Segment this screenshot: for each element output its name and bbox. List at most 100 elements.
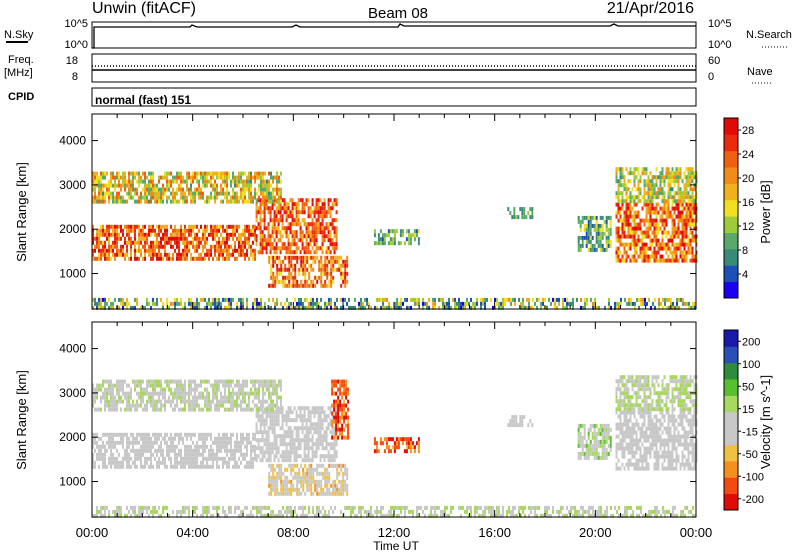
data-cell xyxy=(259,218,262,223)
data-cell xyxy=(287,458,290,463)
data-cell xyxy=(128,403,130,408)
data-cell xyxy=(266,387,268,392)
data-cell xyxy=(321,226,324,231)
data-cell xyxy=(691,210,694,215)
data-cell xyxy=(100,252,102,257)
data-cell xyxy=(222,224,224,229)
data-cell xyxy=(296,471,299,476)
data-cell xyxy=(138,228,140,233)
data-cell xyxy=(214,387,216,392)
data-cell xyxy=(643,230,646,235)
data-cell xyxy=(593,243,596,248)
data-cell xyxy=(204,179,206,184)
data-cell xyxy=(323,418,326,423)
data-cell xyxy=(522,301,524,306)
data-cell xyxy=(282,283,285,288)
data-cell xyxy=(294,463,297,468)
data-cell xyxy=(92,179,94,184)
data-cell xyxy=(180,387,182,392)
data-cell xyxy=(261,218,264,223)
data-cell xyxy=(300,463,303,468)
data-cell xyxy=(313,230,316,235)
data-cell xyxy=(607,235,610,240)
data-cell xyxy=(128,460,130,465)
data-cell xyxy=(310,467,313,472)
data-cell xyxy=(653,250,656,255)
data-cell xyxy=(258,395,260,400)
data-cell xyxy=(294,271,297,276)
data-cell xyxy=(242,191,244,196)
data-cell xyxy=(297,246,300,251)
data-cell xyxy=(307,438,310,443)
data-cell xyxy=(174,240,176,245)
data-cell xyxy=(647,179,650,184)
data-cell xyxy=(128,383,130,388)
data-cell xyxy=(683,246,686,251)
data-cell xyxy=(689,238,692,243)
data-cell xyxy=(168,456,170,461)
data-cell xyxy=(296,305,298,310)
y-tick-label: 3000 xyxy=(59,178,86,192)
data-cell xyxy=(136,407,138,412)
data-cell xyxy=(272,275,275,280)
data-cell xyxy=(275,434,278,439)
data-cell xyxy=(301,438,304,443)
data-cell xyxy=(409,241,412,246)
data-cell xyxy=(466,297,468,302)
data-cell xyxy=(301,414,304,419)
data-cell xyxy=(637,187,640,192)
data-cell xyxy=(254,175,256,180)
data-cell xyxy=(244,256,246,261)
data-cell xyxy=(474,301,476,306)
data-cell xyxy=(335,234,338,239)
data-cell xyxy=(687,199,690,204)
data-cell xyxy=(273,442,276,447)
data-cell xyxy=(122,387,124,392)
data-cell xyxy=(206,301,208,306)
data-cell xyxy=(629,210,632,215)
data-cell xyxy=(335,399,338,404)
data-cell xyxy=(328,491,331,496)
data-cell xyxy=(344,279,347,284)
data-cell xyxy=(146,399,148,404)
data-cell xyxy=(257,222,260,227)
data-cell xyxy=(216,387,218,392)
data-cell xyxy=(198,183,200,188)
data-cell xyxy=(686,301,688,306)
data-cell xyxy=(296,259,299,264)
data-cell xyxy=(587,219,590,224)
data-cell xyxy=(629,242,632,247)
data-cell xyxy=(671,175,674,180)
data-cell xyxy=(218,456,220,461)
data-cell xyxy=(645,242,648,247)
data-cell xyxy=(312,475,315,480)
data-cell xyxy=(196,305,198,310)
data-cell xyxy=(282,491,285,496)
data-cell xyxy=(681,214,684,219)
data-cell xyxy=(312,297,314,302)
data-cell xyxy=(234,244,236,249)
data-cell xyxy=(114,297,116,302)
data-cell xyxy=(272,475,275,480)
data-cell xyxy=(92,175,94,180)
data-cell xyxy=(160,387,162,392)
data-cell xyxy=(180,436,182,441)
data-cell xyxy=(275,234,278,239)
data-cell xyxy=(238,456,240,461)
data-cell xyxy=(242,440,244,445)
data-cell xyxy=(323,410,326,415)
data-cell xyxy=(640,301,642,306)
data-cell xyxy=(282,479,285,484)
data-cell xyxy=(134,297,136,302)
data-cell xyxy=(661,218,664,223)
data-cell xyxy=(152,452,154,457)
data-cell xyxy=(274,255,277,260)
data-cell xyxy=(110,436,112,441)
colorbar-tick-label: 4 xyxy=(742,269,748,281)
data-cell xyxy=(291,218,294,223)
data-cell xyxy=(329,458,332,463)
data-cell xyxy=(615,214,618,219)
data-cell xyxy=(110,191,112,196)
data-cell xyxy=(148,187,150,192)
data-cell xyxy=(685,167,688,172)
